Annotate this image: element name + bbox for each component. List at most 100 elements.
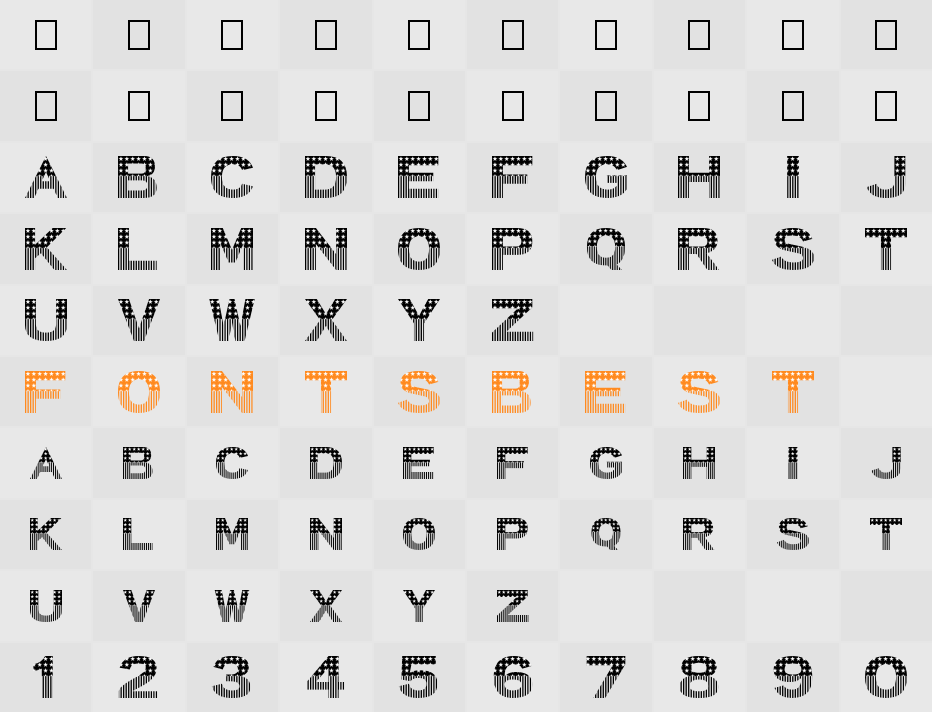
glyph-cell [280,143,371,212]
glyph-cell [280,286,371,355]
glyph-U [26,590,66,622]
glyph-4 [300,656,352,698]
glyph-cell [560,500,651,569]
glyph-O [393,228,445,270]
glyph-cell [467,428,558,497]
glyph-F [487,156,539,198]
glyph-E [393,156,445,198]
undefined-glyph-box [35,20,57,50]
glyph-cell [747,71,838,140]
glyph-X [300,299,352,341]
glyph-cell [93,0,184,69]
glyph-cell [280,643,371,712]
glyph-K [20,228,72,270]
font-glyph-grid [0,0,932,712]
glyph-8 [673,656,725,698]
glyph-cell [280,214,371,283]
undefined-glyph-box [128,20,150,50]
glyph-cell [374,500,465,569]
glyph-cell [0,643,91,712]
glyph-cell [467,571,558,640]
glyph-P [493,518,533,550]
undefined-glyph-box [408,91,430,121]
glyph-cell [93,428,184,497]
glyph-cell [93,214,184,283]
glyph-cell [654,0,745,69]
glyph-cell [560,71,651,140]
glyph-M [212,518,252,550]
glyph-S [767,228,819,270]
glyph-6 [487,656,539,698]
glyph-I [773,447,813,479]
glyph-cell [654,357,745,426]
undefined-glyph-box [408,20,430,50]
glyph-A [26,447,66,479]
glyph-cell [654,143,745,212]
glyph-cell [374,214,465,283]
glyph-cell [841,214,932,283]
undefined-glyph-box [688,20,710,50]
glyph-G [580,156,632,198]
glyph-cell [841,286,932,355]
glyph-S [673,371,725,413]
glyph-cell [841,571,932,640]
glyph-cell [374,571,465,640]
glyph-C [212,447,252,479]
glyph-cell [841,357,932,426]
glyph-cell [0,357,91,426]
glyph-R [679,518,719,550]
glyph-cell [747,0,838,69]
glyph-cell [654,71,745,140]
glyph-W [206,299,258,341]
glyph-1 [20,656,72,698]
glyph-cell [374,428,465,497]
glyph-9 [767,656,819,698]
undefined-glyph-box [595,91,617,121]
glyph-cell [560,571,651,640]
glyph-B [113,156,165,198]
glyph-O [399,518,439,550]
glyph-cell [187,286,278,355]
glyph-cell [654,428,745,497]
glyph-Y [399,590,439,622]
glyph-cell [187,500,278,569]
glyph-cell [374,0,465,69]
glyph-S [773,518,813,550]
glyph-cell [187,643,278,712]
glyph-F [493,447,533,479]
glyph-cell [467,214,558,283]
glyph-cell [654,500,745,569]
glyph-cell [841,500,932,569]
glyph-cell [747,500,838,569]
glyph-cell [0,71,91,140]
glyph-D [300,156,352,198]
glyph-cell [747,357,838,426]
glyph-cell [0,143,91,212]
glyph-cell [654,214,745,283]
glyph-cell [560,643,651,712]
glyph-cell [467,71,558,140]
glyph-cell [374,71,465,140]
glyph-cell [0,0,91,69]
glyph-cell [747,214,838,283]
glyph-K [26,518,66,550]
glyph-Q [586,518,626,550]
glyph-L [119,518,159,550]
glyph-cell [467,357,558,426]
glyph-cell [280,500,371,569]
glyph-cell [280,571,371,640]
glyph-cell [187,143,278,212]
glyph-cell [93,143,184,212]
glyph-N [300,228,352,270]
glyph-cell [654,571,745,640]
glyph-cell [467,286,558,355]
glyph-cell [747,571,838,640]
undefined-glyph-box [875,20,897,50]
glyph-cell [560,286,651,355]
glyph-V [113,299,165,341]
glyph-5 [393,656,445,698]
glyph-cell [747,143,838,212]
glyph-M [206,228,258,270]
glyph-cell [560,214,651,283]
glyph-cell [560,428,651,497]
